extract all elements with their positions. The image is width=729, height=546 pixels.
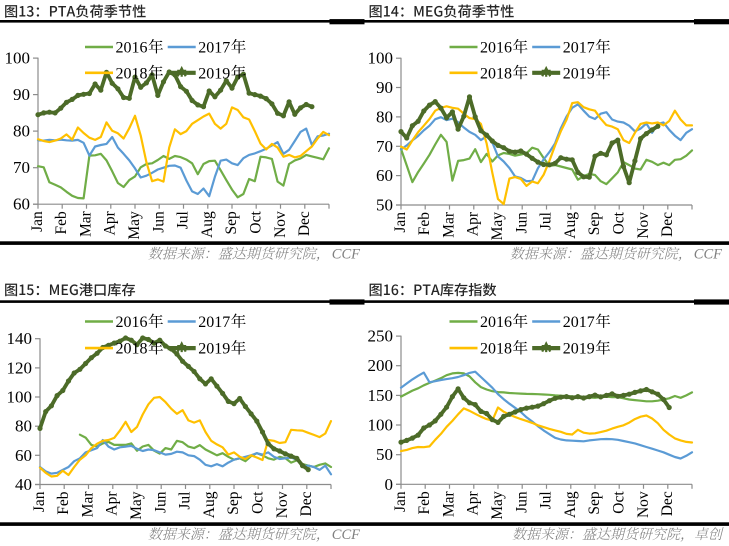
svg-text:May: May bbox=[489, 212, 506, 241]
svg-text:50: 50 bbox=[376, 445, 393, 464]
svg-text:Mar: Mar bbox=[440, 211, 457, 238]
svg-text:May: May bbox=[489, 491, 506, 520]
svg-text:2019: 2019 bbox=[198, 341, 230, 358]
svg-text:2018: 2018 bbox=[116, 341, 148, 358]
svg-text:Jul: Jul bbox=[177, 492, 194, 510]
svg-text:90: 90 bbox=[13, 85, 30, 104]
svg-text:May: May bbox=[126, 211, 143, 240]
svg-text:Jun: Jun bbox=[150, 211, 167, 233]
svg-text:60: 60 bbox=[15, 446, 32, 465]
svg-text:200: 200 bbox=[368, 356, 394, 375]
svg-text:2018: 2018 bbox=[480, 65, 512, 82]
svg-text:70: 70 bbox=[13, 158, 30, 177]
svg-text:Aug: Aug bbox=[562, 212, 579, 239]
svg-text:2019: 2019 bbox=[563, 65, 595, 82]
svg-text:Jan: Jan bbox=[392, 491, 409, 512]
svg-text:Apr: Apr bbox=[102, 210, 119, 235]
svg-text:Jul: Jul bbox=[538, 212, 555, 230]
svg-text:100: 100 bbox=[368, 416, 394, 435]
svg-text:2019: 2019 bbox=[198, 65, 230, 82]
svg-text:2016: 2016 bbox=[480, 40, 512, 57]
svg-text:120: 120 bbox=[7, 358, 33, 377]
svg-text:Dec: Dec bbox=[298, 491, 315, 516]
svg-text:40: 40 bbox=[15, 475, 32, 494]
svg-text:60: 60 bbox=[13, 195, 30, 214]
svg-text:Sep: Sep bbox=[223, 211, 240, 235]
svg-text:CCF: CCF bbox=[694, 247, 722, 263]
svg-text:Nov: Nov bbox=[272, 211, 289, 238]
svg-text:Feb: Feb bbox=[416, 212, 433, 236]
svg-text:Jun: Jun bbox=[152, 491, 169, 513]
svg-text:Jan: Jan bbox=[31, 491, 48, 512]
svg-text:50: 50 bbox=[376, 196, 393, 215]
svg-text:2018: 2018 bbox=[116, 65, 148, 82]
svg-text:250: 250 bbox=[368, 327, 394, 346]
svg-text:Dec: Dec bbox=[659, 212, 676, 237]
svg-text:100: 100 bbox=[368, 49, 394, 68]
svg-text:Mar: Mar bbox=[77, 210, 94, 237]
svg-text:Apr: Apr bbox=[465, 211, 482, 236]
svg-text:100: 100 bbox=[7, 388, 33, 407]
svg-text:80: 80 bbox=[15, 417, 32, 436]
svg-text:Feb: Feb bbox=[416, 491, 433, 515]
svg-text:Mar: Mar bbox=[440, 490, 457, 517]
svg-text:Nov: Nov bbox=[635, 491, 652, 518]
svg-text:2018: 2018 bbox=[480, 341, 512, 358]
svg-text:Jun: Jun bbox=[513, 491, 530, 513]
svg-text:Jun: Jun bbox=[513, 212, 530, 234]
svg-text:2017: 2017 bbox=[563, 314, 595, 331]
svg-text:80: 80 bbox=[376, 107, 393, 126]
svg-text:140: 140 bbox=[7, 329, 33, 348]
svg-text:Jan: Jan bbox=[392, 212, 409, 233]
svg-text:Jul: Jul bbox=[538, 491, 555, 509]
svg-text:80: 80 bbox=[13, 122, 30, 141]
svg-text:Nov: Nov bbox=[635, 212, 652, 239]
svg-text:70: 70 bbox=[376, 137, 393, 156]
svg-text:150: 150 bbox=[368, 386, 394, 405]
svg-text:Feb: Feb bbox=[53, 211, 70, 235]
svg-text:100: 100 bbox=[5, 49, 31, 68]
svg-text:90: 90 bbox=[376, 78, 393, 97]
svg-text:Oct: Oct bbox=[250, 491, 267, 514]
svg-text:Sep: Sep bbox=[586, 491, 603, 515]
svg-text:Dec: Dec bbox=[296, 211, 313, 236]
svg-text:Jan: Jan bbox=[29, 211, 46, 232]
svg-text:Oct: Oct bbox=[611, 491, 628, 514]
svg-text:Apr: Apr bbox=[104, 491, 121, 516]
svg-text:Aug: Aug bbox=[562, 491, 579, 518]
svg-text:CCF: CCF bbox=[332, 247, 360, 263]
svg-text:2017: 2017 bbox=[563, 40, 595, 57]
svg-text:Aug: Aug bbox=[199, 211, 216, 238]
svg-text:Apr: Apr bbox=[465, 490, 482, 515]
svg-text:Sep: Sep bbox=[586, 212, 603, 236]
svg-text:2016: 2016 bbox=[480, 314, 512, 331]
svg-text:Oct: Oct bbox=[611, 211, 628, 234]
svg-text:2016: 2016 bbox=[116, 40, 148, 57]
svg-text:2019: 2019 bbox=[563, 341, 595, 358]
svg-text:0: 0 bbox=[385, 475, 394, 494]
svg-text:CCF: CCF bbox=[332, 527, 360, 543]
svg-text:60: 60 bbox=[376, 166, 393, 185]
svg-text:Nov: Nov bbox=[274, 491, 291, 518]
svg-text:Jul: Jul bbox=[175, 211, 192, 229]
svg-text:2016: 2016 bbox=[116, 314, 148, 331]
svg-text:2017: 2017 bbox=[198, 314, 230, 331]
svg-text:Mar: Mar bbox=[79, 491, 96, 518]
svg-text:Sep: Sep bbox=[225, 491, 242, 515]
svg-text:Oct: Oct bbox=[248, 211, 265, 234]
svg-text:May: May bbox=[128, 491, 145, 520]
svg-text:Dec: Dec bbox=[659, 491, 676, 516]
svg-text:Feb: Feb bbox=[55, 491, 72, 515]
svg-text:2017: 2017 bbox=[198, 40, 230, 57]
svg-text:Aug: Aug bbox=[201, 491, 218, 518]
